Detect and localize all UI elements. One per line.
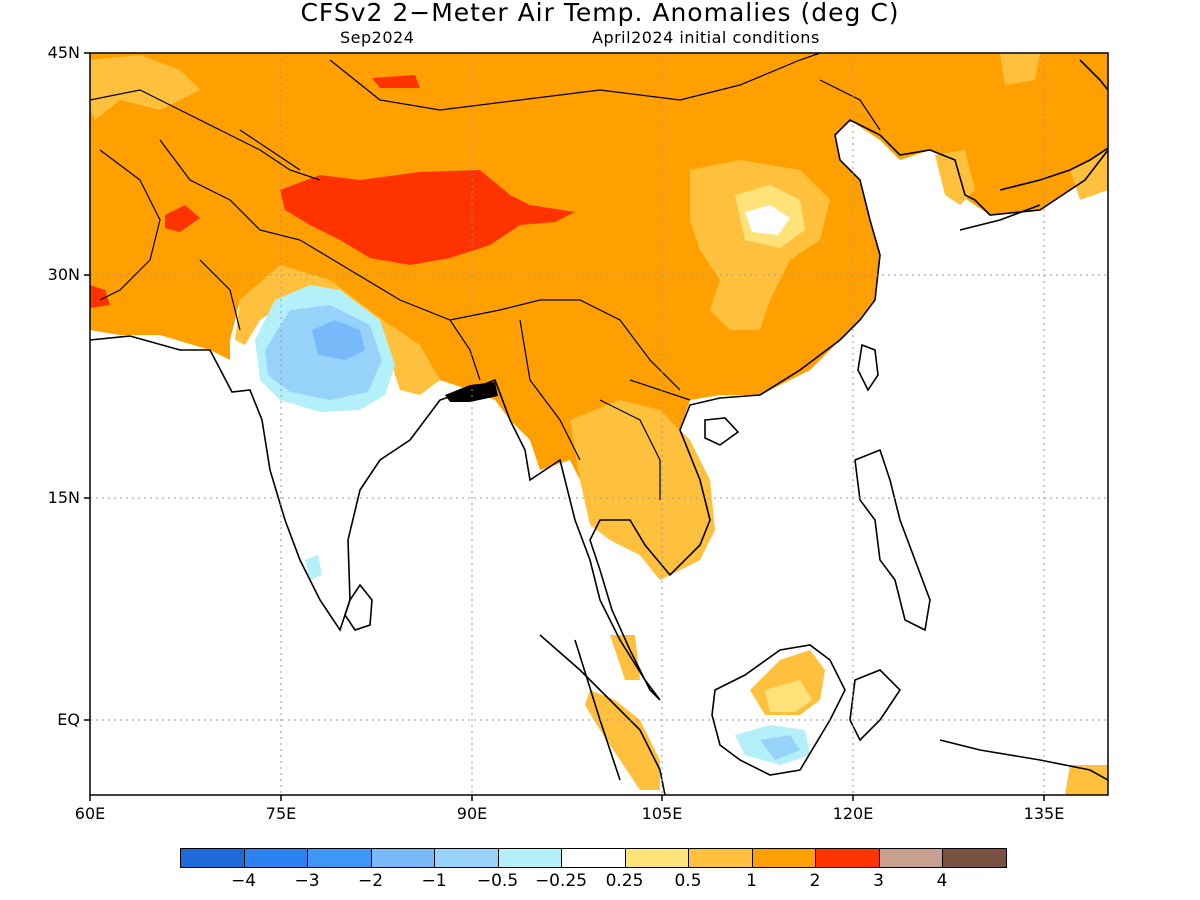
- colorbar: [180, 848, 1007, 870]
- lat-label-30n: 30N: [47, 265, 80, 284]
- colorbar-swatch: [307, 848, 372, 868]
- colorbar-label: −0.5: [476, 871, 519, 891]
- lon-label-90e: 90E: [456, 804, 488, 823]
- anomaly-region-neg0.25-srilanka: [305, 555, 322, 580]
- colorbar-label: 3: [873, 871, 884, 891]
- colorbar-swatch: [434, 848, 499, 868]
- anomaly-region-0.25-0.5-borneo: [765, 680, 812, 712]
- colorbar-swatch: [561, 848, 626, 868]
- colorbar-swatch: [624, 848, 689, 868]
- colorbar-swatch: [243, 848, 308, 868]
- lat-label-eq: EQ: [57, 710, 80, 729]
- anomaly-region-0.5-1-seasia: [570, 400, 715, 580]
- colorbar-label: 0.5: [674, 871, 702, 891]
- map-frame: [89, 52, 1109, 796]
- anomaly-region-neg0.5-borneo: [760, 735, 800, 760]
- colorbar-label: −0.25: [534, 871, 588, 891]
- axis-ticks: [84, 52, 1045, 801]
- colorbar-label: 1: [746, 871, 757, 891]
- lat-label-15n: 15N: [47, 488, 80, 507]
- anomaly-region-2-3-small-a: [165, 205, 200, 232]
- anomaly-region-0.5-1-ne: [1000, 53, 1040, 85]
- colorbar-label: 2: [809, 871, 821, 891]
- colorbar-label: −1: [421, 871, 447, 891]
- colorbar-label: 4: [936, 871, 948, 891]
- coastlines: [90, 59, 1108, 795]
- colorbar-swatch: [370, 848, 435, 868]
- colorbar-swatch: [815, 848, 880, 868]
- country-borders: [90, 53, 881, 500]
- colorbar-swatch: [497, 848, 562, 868]
- anomaly-region-0.5-1-korea: [935, 150, 975, 205]
- anomaly-region-2-3-small-b: [90, 285, 110, 308]
- colorbar-label: 0.25: [605, 871, 644, 891]
- colorbar-label: −2: [357, 871, 384, 891]
- anomaly-region-2-3-small-c: [372, 75, 420, 88]
- lon-label-120e: 120E: [832, 804, 874, 823]
- gridlines: [90, 53, 1108, 795]
- ganges-delta: [445, 382, 498, 402]
- anomaly-region-2-3-tibet: [280, 170, 575, 265]
- colorbar-label: −4: [230, 871, 257, 891]
- colorbar-swatch: [751, 848, 816, 868]
- initial-conditions: April2024 initial conditions: [592, 28, 820, 47]
- colorbar-swatch: [688, 848, 753, 868]
- anomaly-region-neutral-china: [745, 205, 790, 235]
- lat-label-45n: 45N: [47, 43, 80, 62]
- map-title: CFSv2 2−Meter Air Temp. Anomalies (deg C…: [300, 0, 900, 27]
- colorbar-label: −3: [294, 871, 320, 891]
- lon-label-105e: 105E: [641, 804, 683, 823]
- anomaly-region-0.5-1-malaya: [610, 635, 640, 680]
- colorbar-swatch: [180, 848, 245, 868]
- anomaly-region-0.5-1-sulawesi: [1065, 765, 1108, 795]
- colorbar-swatch: [942, 848, 1007, 868]
- anomaly-region-0.5-1-sumatra: [585, 690, 660, 790]
- lon-label-75e: 75E: [265, 804, 297, 823]
- anomaly-region-neg1-india: [312, 320, 365, 360]
- colorbar-swatch: [878, 848, 943, 868]
- lon-label-60e: 60E: [74, 804, 106, 823]
- lon-label-135e: 135E: [1023, 804, 1065, 823]
- forecast-month: Sep2024: [340, 28, 415, 47]
- anomaly-region-0.5-1-west: [90, 55, 200, 120]
